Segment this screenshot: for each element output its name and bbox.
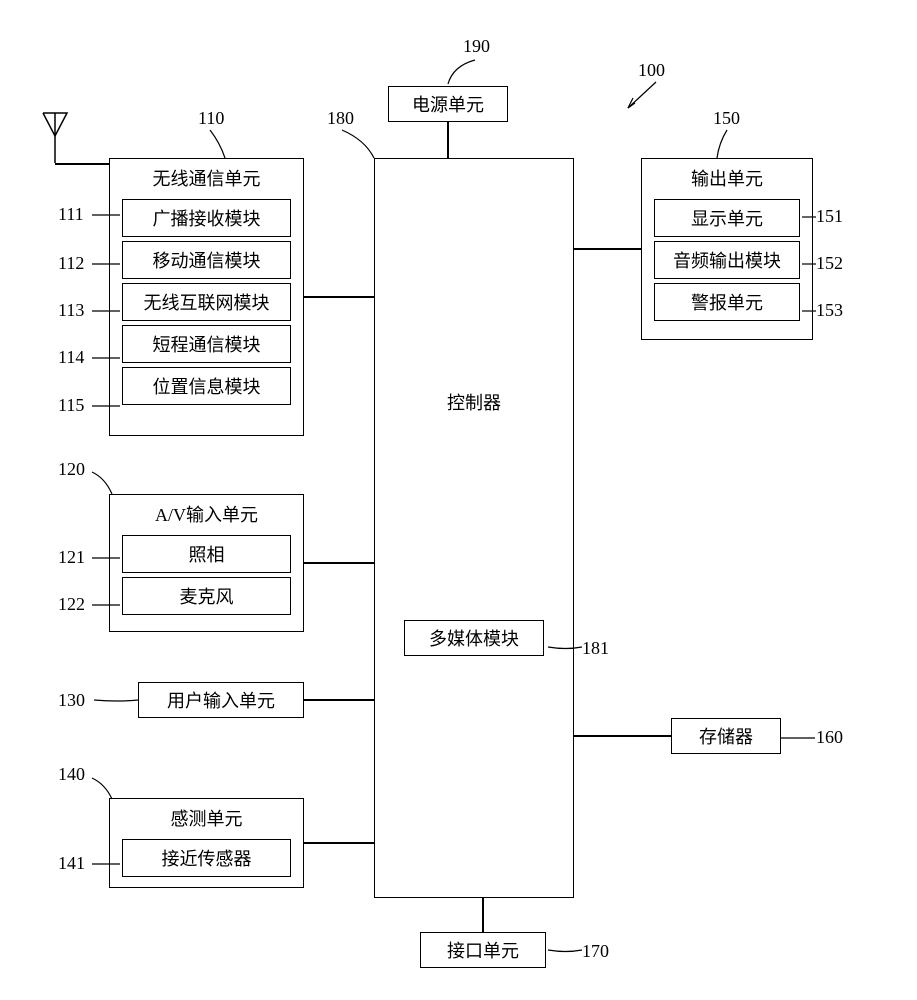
mobile-comm-module: 移动通信模块: [122, 241, 291, 279]
ref-100: 100: [638, 60, 665, 81]
ref-152: 152: [816, 253, 843, 274]
ref-140: 140: [58, 764, 85, 785]
power-supply-unit-label: 电源单元: [412, 91, 484, 117]
display-unit: 显示单元: [654, 199, 800, 237]
ref-153: 153: [816, 300, 843, 321]
ref-112: 112: [58, 253, 84, 274]
ref-130: 130: [58, 690, 85, 711]
output-unit-title: 输出单元: [642, 159, 812, 195]
ref-121: 121: [58, 547, 85, 568]
connector-memory-controller: [574, 735, 671, 737]
connector-wireless-controller: [304, 296, 374, 298]
ref-190: 190: [463, 36, 490, 57]
connector-userinput-controller: [304, 699, 374, 701]
ref-120: 120: [58, 459, 85, 480]
multimedia-module: 多媒体模块: [404, 620, 544, 656]
connector-output-controller: [574, 248, 641, 250]
memory-unit-label: 存储器: [699, 723, 753, 749]
ref-113: 113: [58, 300, 84, 321]
user-input-unit: 用户输入单元: [138, 682, 304, 718]
wireless-internet-module: 无线互联网模块: [122, 283, 291, 321]
ref-115: 115: [58, 395, 84, 416]
ref-160: 160: [816, 727, 843, 748]
connector-sensing-controller: [304, 842, 374, 844]
ref-114: 114: [58, 347, 84, 368]
connector-power-controller: [447, 122, 449, 158]
interface-unit-label: 接口单元: [447, 937, 519, 963]
leader-160: [781, 736, 817, 742]
connector-controller-interface: [482, 898, 484, 932]
leader-100-arrow: [620, 78, 670, 118]
multimedia-module-label: 多媒体模块: [429, 625, 519, 651]
alarm-unit: 警报单元: [654, 283, 800, 321]
leader-180: [340, 128, 380, 162]
wireless-comm-unit: 无线通信单元 广播接收模块 移动通信模块 无线互联网模块 短程通信模块 位置信息…: [109, 158, 304, 436]
leader-130: [92, 699, 140, 707]
ref-180: 180: [327, 108, 354, 129]
wireless-comm-unit-title: 无线通信单元: [110, 159, 303, 195]
av-input-unit: A/V输入单元 照相 麦克风: [109, 494, 304, 632]
leader-150: [715, 128, 745, 162]
interface-unit: 接口单元: [420, 932, 546, 968]
location-info-module: 位置信息模块: [122, 367, 291, 405]
proximity-sensor: 接近传感器: [122, 839, 291, 877]
microphone-module: 麦克风: [122, 577, 291, 615]
sensing-unit: 感测单元 接近传感器: [109, 798, 304, 888]
short-range-comm-module: 短程通信模块: [122, 325, 291, 363]
ref-150: 150: [713, 108, 740, 129]
ref-122: 122: [58, 594, 85, 615]
user-input-unit-label: 用户输入单元: [167, 687, 275, 713]
audio-output-module: 音频输出模块: [654, 241, 800, 279]
ref-110: 110: [198, 108, 224, 129]
av-input-unit-title: A/V输入单元: [110, 495, 303, 531]
power-supply-unit: 电源单元: [388, 86, 508, 122]
ref-170: 170: [582, 941, 609, 962]
ref-141: 141: [58, 853, 85, 874]
controller: 控制器 多媒体模块: [374, 158, 574, 898]
sensing-unit-title: 感测单元: [110, 799, 303, 835]
ref-181: 181: [582, 638, 609, 659]
controller-label: 控制器: [447, 389, 501, 415]
output-unit: 输出单元 显示单元 音频输出模块 警报单元: [641, 158, 813, 340]
leader-190: [445, 56, 485, 90]
ref-151: 151: [816, 206, 843, 227]
leader-110: [200, 128, 230, 162]
connector-av-controller: [304, 562, 374, 564]
leader-170: [546, 948, 584, 956]
ref-111: 111: [58, 204, 84, 225]
memory-unit: 存储器: [671, 718, 781, 754]
broadcast-receive-module: 广播接收模块: [122, 199, 291, 237]
antenna-icon: [40, 108, 80, 168]
camera-module: 照相: [122, 535, 291, 573]
